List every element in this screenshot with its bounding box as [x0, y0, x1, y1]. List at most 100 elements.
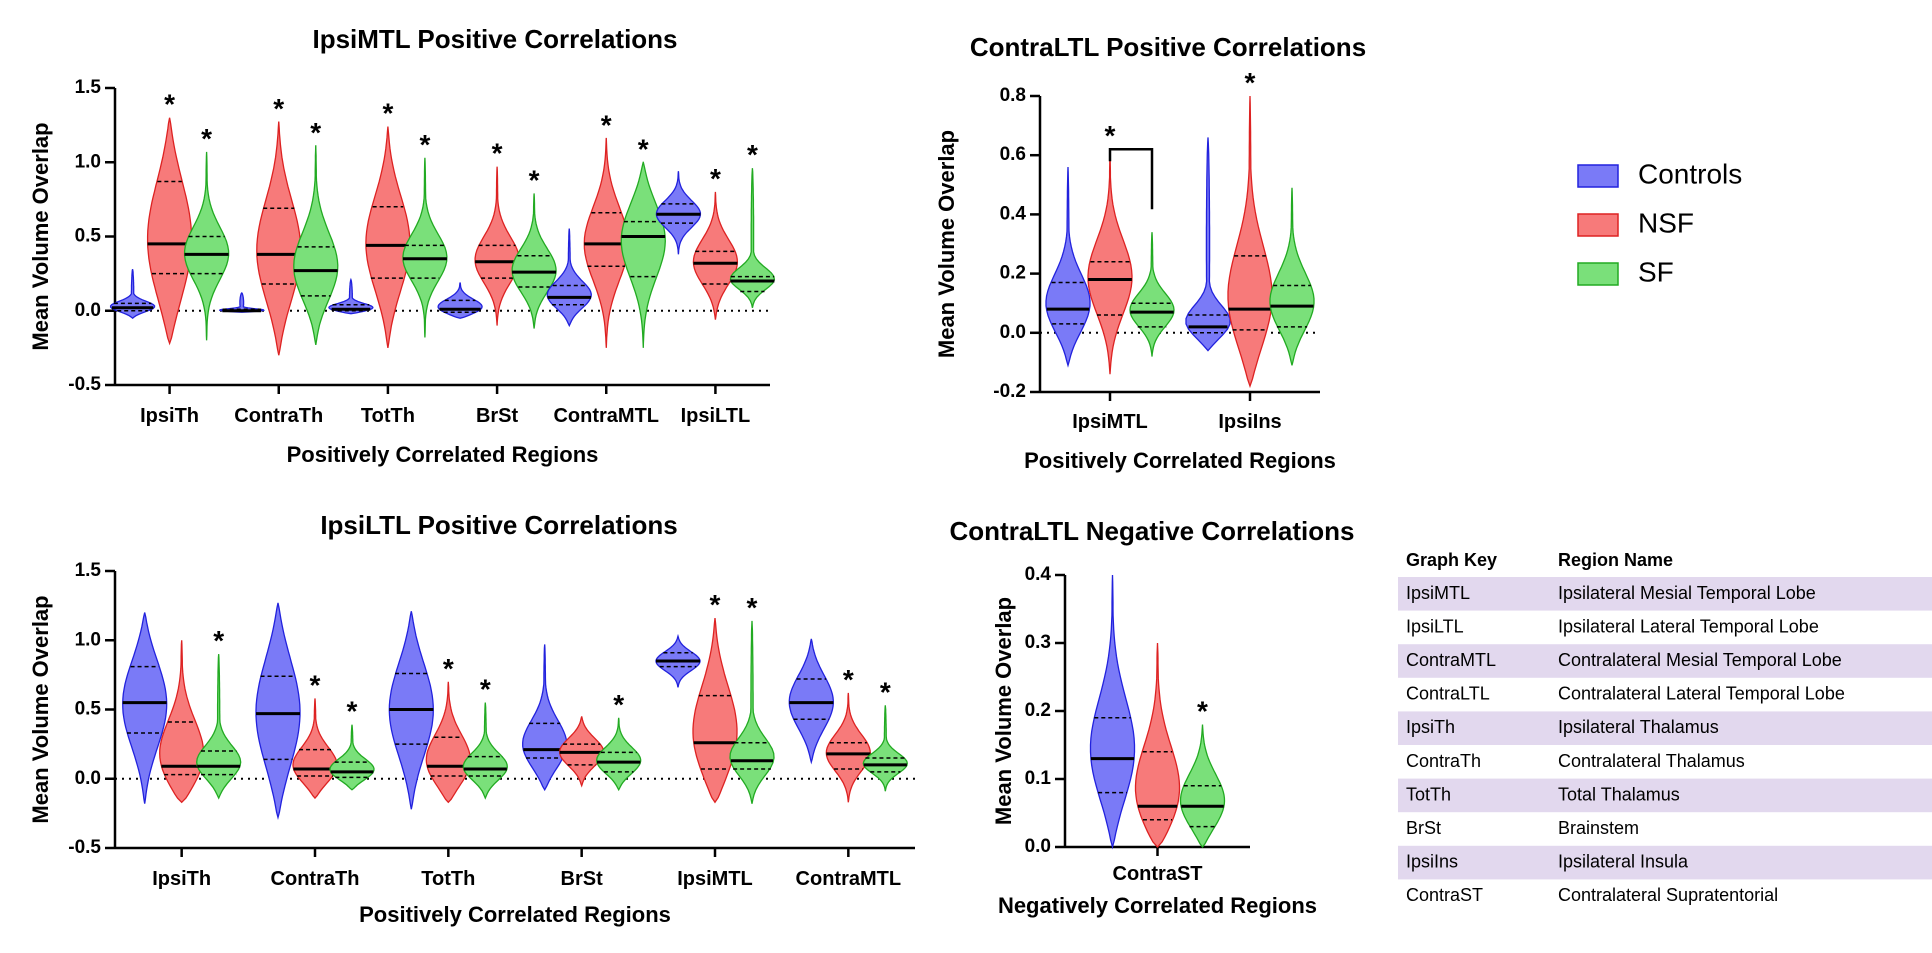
violin-body — [1185, 137, 1231, 352]
y-axis-label: Mean Volume Overlap — [28, 595, 53, 823]
table-cell-key: IpsiLTL — [1406, 616, 1464, 636]
table-cell-key: ContraST — [1406, 885, 1483, 905]
violin-nsf-brst — [559, 716, 605, 788]
table-cell-region: Ipsilateral Lateral Temporal Lobe — [1558, 616, 1819, 636]
violin-body — [692, 618, 738, 804]
y-axis-label: Mean Volume Overlap — [934, 130, 959, 358]
violin-body — [1134, 642, 1181, 848]
violin-sf-ipsimtl — [729, 620, 775, 804]
table-cell-region: Total Thalamus — [1558, 784, 1680, 804]
violin-nsf-ipsimtl — [692, 618, 738, 804]
violin-controls-ipsith — [109, 269, 156, 320]
table-cell-key: BrSt — [1406, 818, 1441, 838]
violin-body — [365, 126, 411, 349]
violin-body — [462, 702, 508, 800]
y-tick-label: 1.0 — [75, 151, 101, 172]
violin-controls-ipsiltl — [655, 171, 702, 255]
x-tick-label: IpsiMTL — [1072, 411, 1148, 433]
table-cell-region: Ipsilateral Thalamus — [1558, 717, 1719, 737]
x-axis-label: Negatively Correlated Regions — [998, 893, 1317, 918]
significance-star: * — [529, 164, 540, 195]
violin-controls-contrath — [218, 292, 265, 313]
violin-body — [1089, 574, 1136, 850]
table-cell-key: TotTh — [1406, 784, 1451, 804]
violin-controls-ipsimtl — [1045, 166, 1091, 368]
y-tick-label: -0.2 — [993, 381, 1026, 402]
significance-star: * — [613, 689, 624, 720]
violin-body — [1045, 166, 1091, 368]
violin-controls-totth — [388, 611, 434, 810]
chart-title: IpsiLTL Positive Correlations — [320, 510, 677, 540]
violin-sf-contrath — [329, 724, 375, 791]
violin-sf-ipsiltl — [729, 168, 776, 308]
violin-nsf-brst — [474, 166, 520, 326]
significance-star: * — [880, 676, 891, 707]
x-tick-label: IpsiMTL — [677, 868, 753, 890]
y-tick-label: 0.2 — [1025, 700, 1051, 721]
violin-controls-contrast — [1089, 574, 1136, 850]
violin-controls-ipsimtl — [655, 633, 701, 688]
y-tick-label: 0.8 — [1000, 85, 1026, 106]
x-tick-label: IpsiTh — [152, 868, 211, 890]
table-cell-key: ContraTh — [1406, 751, 1481, 771]
significance-star: * — [1245, 67, 1256, 98]
significance-star: * — [747, 139, 758, 170]
y-tick-label: 0.6 — [1000, 144, 1026, 165]
violin-body — [1227, 95, 1273, 389]
x-tick-label: TotTh — [421, 868, 475, 890]
table-row-band — [1398, 644, 1932, 678]
table-cell-region: Ipsilateral Mesial Temporal Lobe — [1558, 583, 1816, 603]
table-row: BrSt Brainstem — [1406, 818, 1639, 838]
x-tick-label: ContraTh — [234, 405, 323, 427]
chart-2: ContraLTL Positive Correlations Positivel… — [934, 32, 1366, 473]
table-row: ContraTh Contralateral Thalamus — [1406, 751, 1745, 771]
violin-controls-contramtl — [788, 638, 834, 765]
violin-body — [402, 157, 448, 338]
chart-4: ContraLTL Negative Correlations Negativel… — [950, 516, 1355, 918]
table-cell-region: Brainstem — [1558, 818, 1639, 838]
violin-sf-ipsimtl — [1129, 232, 1175, 357]
y-tick-label: 0.4 — [1000, 203, 1027, 224]
table-row: IpsiLTL Ipsilateral Lateral Temporal Lobe — [1406, 616, 1819, 636]
y-tick-label: 0.0 — [1000, 322, 1026, 343]
violin-body — [620, 161, 666, 348]
y-tick-label: 1.5 — [75, 77, 102, 98]
table-cell-region: Contralateral Mesial Temporal Lobe — [1558, 650, 1842, 670]
violin-body — [159, 640, 205, 804]
table-row-band — [1398, 711, 1932, 745]
chart-3: IpsiLTL Positive Correlations Positively … — [28, 510, 915, 927]
violin-body — [109, 269, 156, 320]
legend-swatch-sf — [1577, 262, 1619, 286]
x-tick-label: ContraMTL — [553, 405, 659, 427]
violin-nsf-ipsith — [146, 117, 193, 346]
significance-bracket — [1108, 147, 1154, 210]
table-cell-region: Contralateral Supratentorial — [1558, 885, 1778, 905]
violin-body — [146, 117, 193, 346]
legend-swatch-controls — [1577, 164, 1619, 188]
significance-star: * — [1197, 696, 1208, 727]
significance-star: * — [310, 669, 321, 700]
x-tick-label: ContraST — [1113, 863, 1203, 885]
y-tick-label: 1.5 — [75, 560, 102, 581]
y-tick-label: -0.5 — [68, 837, 101, 858]
violin-body — [218, 292, 265, 313]
table-row-band — [1398, 577, 1932, 611]
violin-nsf-totth — [365, 126, 411, 349]
violin-body — [522, 644, 568, 792]
legend: Controls NSF SF — [1577, 158, 1742, 287]
chart-title: ContraLTL Negative Correlations — [950, 516, 1355, 546]
violin-body — [1269, 187, 1315, 366]
table-cell-key: ContraLTL — [1406, 684, 1490, 704]
significance-star: * — [492, 138, 503, 169]
significance-star: * — [443, 653, 454, 684]
table-row-band — [1398, 778, 1932, 813]
violin-body — [511, 193, 557, 329]
y-tick-label: 0.0 — [75, 300, 101, 321]
chart-title: ContraLTL Positive Correlations — [970, 32, 1366, 62]
y-tick-label: 0.2 — [1000, 263, 1026, 284]
violin-controls-contrath — [255, 602, 301, 821]
significance-star: * — [843, 664, 854, 695]
significance-star: * — [273, 93, 284, 124]
